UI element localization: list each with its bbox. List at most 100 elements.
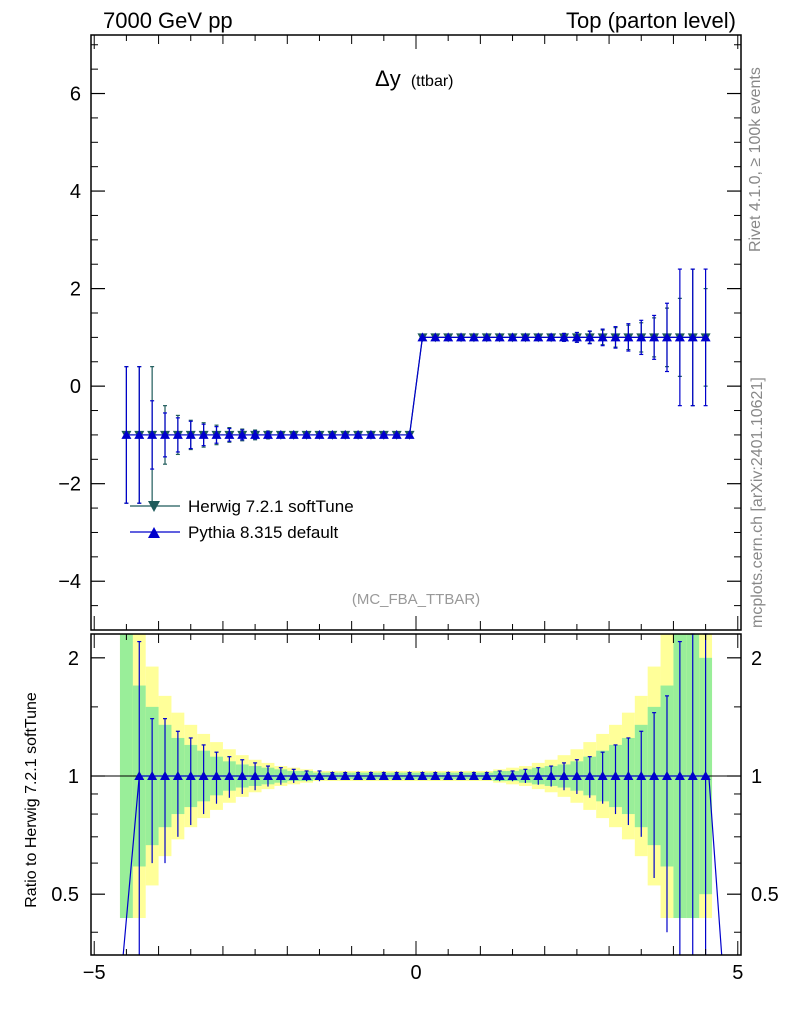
ratio-marker bbox=[404, 771, 415, 781]
mcplots-label: mcplots.cern.ch [arXiv:2401.10621] bbox=[749, 377, 766, 628]
pythia-marker bbox=[404, 429, 415, 439]
pythia-marker bbox=[610, 332, 621, 342]
chart-title-sub: (ttbar) bbox=[411, 73, 454, 90]
ratio-marker bbox=[327, 771, 338, 781]
ratio-marker bbox=[185, 771, 196, 781]
pythia-marker bbox=[468, 332, 479, 342]
ratio-marker bbox=[687, 771, 698, 781]
pythia-marker bbox=[571, 332, 582, 342]
y-tick-label: 4 bbox=[70, 181, 81, 203]
pythia-marker bbox=[211, 429, 222, 439]
ratio-ylabel: Ratio to Herwig 7.2.1 softTune bbox=[23, 692, 40, 908]
ratio-marker bbox=[288, 771, 299, 781]
legend-herwig-marker bbox=[148, 501, 160, 512]
pythia-marker bbox=[378, 429, 389, 439]
ratio-tick-label-right: 1 bbox=[751, 766, 762, 788]
pythia-marker bbox=[430, 332, 441, 342]
pythia-marker bbox=[636, 332, 647, 342]
ratio-marker bbox=[340, 771, 351, 781]
ratio-marker bbox=[661, 771, 672, 781]
pythia-marker bbox=[365, 429, 376, 439]
pythia-marker bbox=[546, 332, 557, 342]
pythia-marker bbox=[250, 429, 261, 439]
pythia-marker bbox=[559, 332, 570, 342]
ratio-tick-label: 1 bbox=[68, 766, 79, 788]
ratio-marker bbox=[456, 771, 467, 781]
y-tick-label: 6 bbox=[70, 84, 81, 106]
ratio-marker bbox=[597, 771, 608, 781]
pythia-marker bbox=[520, 332, 531, 342]
ratio-marker bbox=[134, 771, 145, 781]
pythia-marker bbox=[224, 429, 235, 439]
ratio-marker bbox=[571, 771, 582, 781]
pythia-marker bbox=[275, 429, 286, 439]
ratio-marker bbox=[275, 771, 286, 781]
pythia-marker bbox=[584, 332, 595, 342]
pythia-marker bbox=[172, 429, 183, 439]
ratio-marker bbox=[301, 771, 312, 781]
pythia-marker bbox=[533, 332, 544, 342]
axes: −4 −2 0 2 4 6 −5 0 5 0.5 0.5 1 1 2 2 bbox=[51, 34, 779, 984]
ratio-marker bbox=[378, 771, 389, 781]
pythia-marker bbox=[288, 429, 299, 439]
analysis-label: (MC_FBA_TTBAR) bbox=[352, 591, 480, 608]
ratio-tick-label-right: 2 bbox=[751, 648, 762, 670]
legend: Herwig 7.2.1 softTune Pythia 8.315 defau… bbox=[130, 497, 354, 542]
ratio-marker bbox=[262, 771, 273, 781]
ratio-marker bbox=[468, 771, 479, 781]
pythia-marker bbox=[262, 429, 273, 439]
ratio-marker bbox=[533, 771, 544, 781]
ratio-marker bbox=[559, 771, 570, 781]
pythia-marker bbox=[649, 332, 660, 342]
ratio-marker bbox=[481, 771, 492, 781]
ratio-marker bbox=[250, 771, 261, 781]
ratio-marker bbox=[494, 771, 505, 781]
legend-herwig-label: Herwig 7.2.1 softTune bbox=[188, 497, 354, 516]
pythia-marker bbox=[198, 429, 209, 439]
ratio-marker bbox=[430, 771, 441, 781]
ratio-marker bbox=[649, 771, 660, 781]
ratio-marker bbox=[636, 771, 647, 781]
ratio-marker bbox=[365, 771, 376, 781]
ratio-marker bbox=[674, 771, 685, 781]
ratio-marker bbox=[507, 771, 518, 781]
pythia-marker bbox=[507, 332, 518, 342]
ratio-marker bbox=[391, 771, 402, 781]
pythia-marker bbox=[185, 429, 196, 439]
ratio-marker bbox=[443, 771, 454, 781]
ratio-marker bbox=[224, 771, 235, 781]
ratio-marker bbox=[417, 771, 428, 781]
x-tick-label: −5 bbox=[83, 962, 106, 984]
pythia-marker bbox=[674, 332, 685, 342]
ratio-tick-label: 0.5 bbox=[51, 884, 79, 906]
pythia-marker bbox=[147, 429, 158, 439]
ratio-marker bbox=[584, 771, 595, 781]
ratio-marker bbox=[546, 771, 557, 781]
ratio-marker bbox=[147, 771, 158, 781]
ratio-marker bbox=[610, 771, 621, 781]
y-tick-label: 2 bbox=[70, 279, 81, 301]
ratio-tick-label: 2 bbox=[68, 648, 79, 670]
x-tick-label: 5 bbox=[732, 962, 743, 984]
chart-title: Δy (ttbar) bbox=[375, 66, 454, 91]
pythia-marker bbox=[134, 429, 145, 439]
ratio-marker bbox=[160, 771, 171, 781]
header-right: Top (parton level) bbox=[566, 8, 736, 33]
pythia-marker bbox=[121, 429, 132, 439]
rivet-label: Rivet 4.1.0, ≥ 100k events bbox=[747, 67, 764, 252]
ratio-marks bbox=[91, 633, 741, 956]
ratio-marker bbox=[700, 771, 711, 781]
chart-title-main: Δy bbox=[375, 66, 401, 91]
pythia-marker bbox=[443, 332, 454, 342]
legend-pythia-label: Pythia 8.315 default bbox=[188, 523, 339, 542]
ratio-marker bbox=[520, 771, 531, 781]
ratio-marker bbox=[237, 771, 248, 781]
pythia-marker bbox=[327, 429, 338, 439]
pythia-marker bbox=[314, 429, 325, 439]
main-marks bbox=[121, 268, 711, 504]
header-left: 7000 GeV pp bbox=[103, 8, 233, 33]
pythia-marker bbox=[623, 332, 634, 342]
pythia-marker bbox=[391, 429, 402, 439]
pythia-marker bbox=[301, 429, 312, 439]
